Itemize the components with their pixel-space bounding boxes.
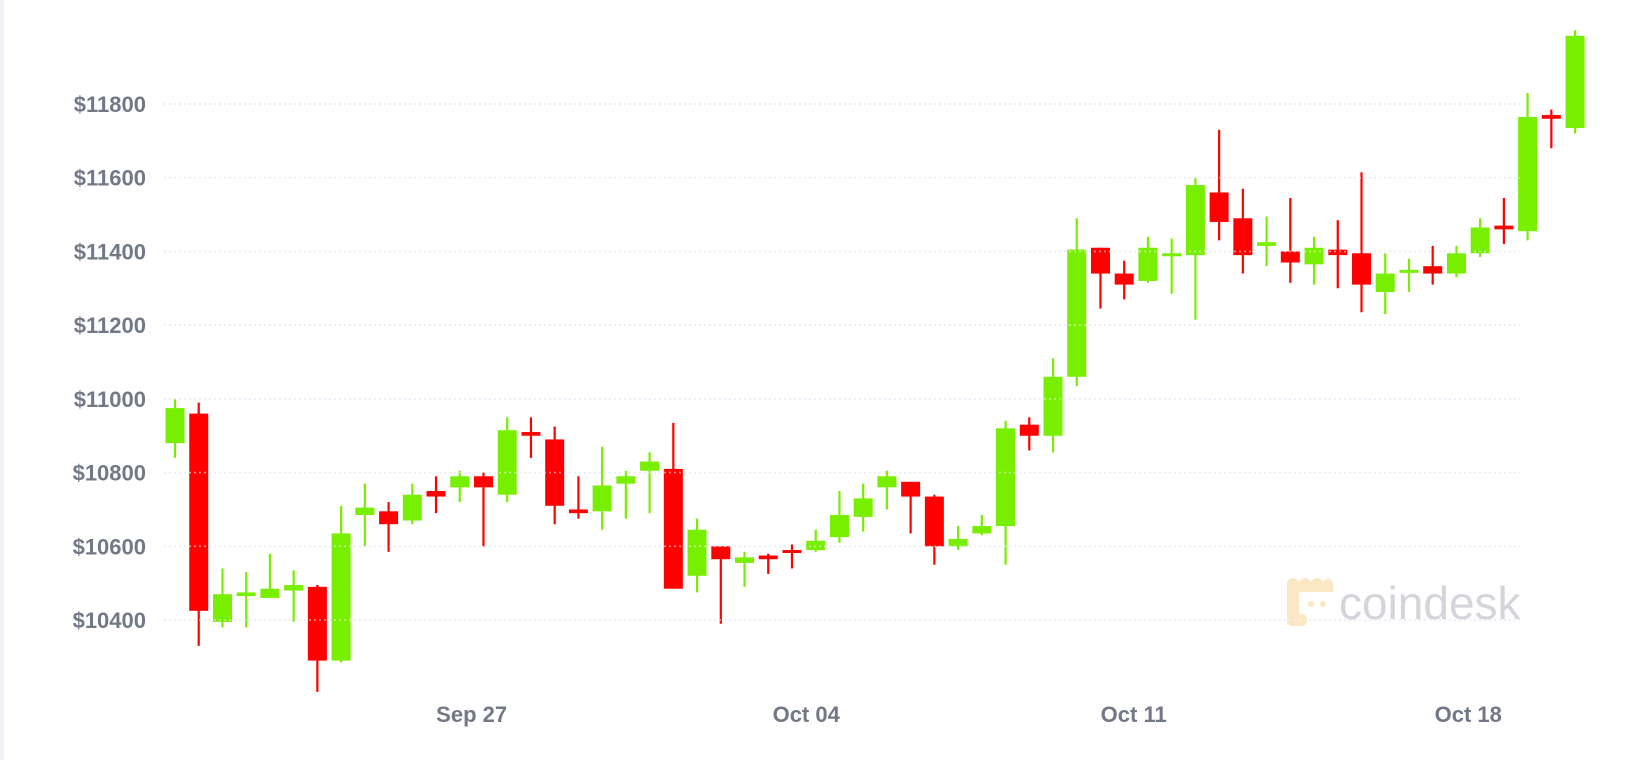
candle-down xyxy=(1233,188,1253,274)
candle-up xyxy=(450,470,470,503)
candle-up xyxy=(1565,30,1585,134)
candle-up xyxy=(1185,177,1205,320)
candle-up xyxy=(260,553,280,598)
candle-up xyxy=(735,551,755,587)
y-tick-label: $11200 xyxy=(74,313,146,338)
candles xyxy=(164,30,1585,692)
candle-up xyxy=(1043,358,1063,453)
x-tick-label: Sep 27 xyxy=(436,702,507,727)
candle-up xyxy=(806,529,826,552)
candle-up xyxy=(877,470,897,510)
candle-up xyxy=(640,452,660,514)
candle-up xyxy=(1067,218,1087,386)
y-tick-label: $10400 xyxy=(73,608,146,633)
candle-up xyxy=(1518,92,1538,241)
candle-down xyxy=(1541,109,1561,149)
y-tick-label: $10600 xyxy=(73,534,146,559)
candle-down xyxy=(782,544,802,569)
candle-down xyxy=(901,481,921,534)
candle-down xyxy=(1352,172,1371,313)
y-tick-label: $11000 xyxy=(74,387,146,412)
y-axis: $10400 $10600 $10800 $11000 $11200 $11400 $116… xyxy=(73,92,146,633)
candle-up xyxy=(1470,218,1490,257)
candle-up xyxy=(687,518,707,593)
candle-down xyxy=(545,426,565,525)
candle-up xyxy=(1446,245,1466,278)
candle-down xyxy=(379,502,399,552)
y-tick-label: $11400 xyxy=(74,239,146,264)
candle-down xyxy=(711,546,731,624)
candle-up xyxy=(829,491,849,543)
y-tick-label: $11800 xyxy=(74,92,146,117)
candle-down xyxy=(1328,220,1348,289)
candle-up xyxy=(1257,216,1277,267)
candle-down xyxy=(473,472,493,547)
x-tick-label: Oct 04 xyxy=(773,702,841,727)
candle-down xyxy=(1423,245,1443,285)
x-axis: Sep 27 Oct 04 Oct 11 Oct 18 xyxy=(436,702,1502,727)
gridlines xyxy=(164,103,1520,621)
candle-up xyxy=(1375,253,1395,315)
candle-down xyxy=(663,422,683,589)
candle-up xyxy=(212,568,232,628)
candle-down xyxy=(1114,260,1134,300)
candle-up xyxy=(1399,258,1419,292)
candle-down xyxy=(924,494,944,565)
candle-up xyxy=(972,514,992,536)
left-edge-strip xyxy=(0,0,4,760)
candle-up xyxy=(592,446,612,530)
candle-down xyxy=(189,402,209,646)
y-tick-label: $11600 xyxy=(74,166,146,191)
candle-down xyxy=(1280,197,1300,283)
candle-down xyxy=(521,417,541,458)
candle-up xyxy=(236,572,256,628)
x-tick-label: Oct 18 xyxy=(1435,702,1502,727)
coindesk-watermark: coindesk xyxy=(1287,577,1522,629)
candle-up xyxy=(1138,236,1158,283)
candle-down xyxy=(1209,129,1229,241)
candle-down xyxy=(1090,247,1110,309)
candle-down xyxy=(307,585,327,692)
y-tick-label: $10800 xyxy=(73,461,146,486)
candle-down xyxy=(1019,417,1039,451)
candle-up xyxy=(355,483,375,547)
candle-up xyxy=(402,483,422,525)
coindesk-logo-icon xyxy=(1287,578,1333,626)
candle-up xyxy=(1162,238,1182,294)
x-tick-label: Oct 11 xyxy=(1101,702,1167,727)
candle-up xyxy=(853,483,873,532)
candle-up xyxy=(284,570,304,622)
candle-up xyxy=(996,420,1016,565)
candle-up xyxy=(497,417,517,503)
watermark-text: coindesk xyxy=(1339,577,1522,629)
candle-down xyxy=(568,476,588,519)
candle-up xyxy=(948,526,968,551)
candle-down xyxy=(1494,197,1514,245)
candle-up xyxy=(331,505,351,663)
candle-up xyxy=(1304,236,1324,285)
candle-up xyxy=(616,470,636,519)
candle-down xyxy=(426,476,446,514)
candle-down xyxy=(758,553,778,574)
candle-up xyxy=(165,398,185,458)
